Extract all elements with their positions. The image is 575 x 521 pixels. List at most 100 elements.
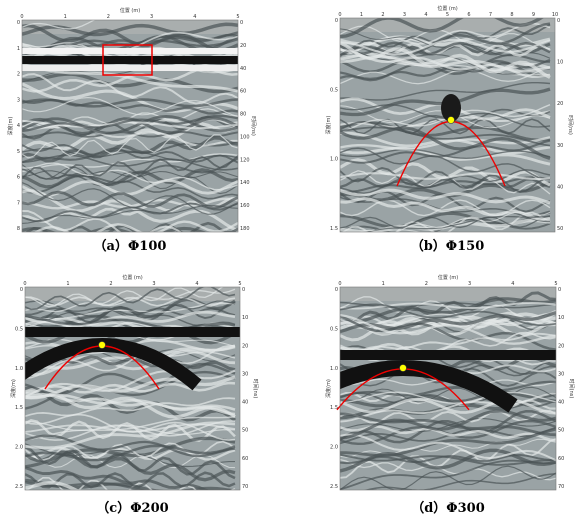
x-tick-label: 1 xyxy=(360,12,363,18)
reflection-stripe xyxy=(340,412,556,437)
reflection-stripe xyxy=(25,287,236,311)
y2-tick-label: 10 xyxy=(557,60,563,66)
panel-frame xyxy=(21,19,239,233)
y-tick-label: 7 xyxy=(17,200,20,206)
reflection-stripe xyxy=(25,314,236,330)
reflection-stripe xyxy=(340,167,551,193)
reflection-stripe xyxy=(25,375,236,400)
x-tick-label: 2 xyxy=(109,281,112,287)
y2-tick-label: 0 xyxy=(557,18,560,24)
x-tick-label: 4 xyxy=(195,281,198,287)
reflection-stripe xyxy=(25,393,236,411)
reflection-stripe xyxy=(340,121,551,142)
reflection-stripe xyxy=(340,126,551,147)
apex-marker xyxy=(447,116,455,124)
reflection-stripe xyxy=(25,288,236,313)
apex-marker xyxy=(399,364,407,372)
x-tick-label: 0 xyxy=(23,281,26,287)
panel-caption: （a）Φ100 xyxy=(94,238,167,254)
y2-tick-label: 30 xyxy=(557,143,563,149)
reflection-stripe xyxy=(22,131,238,138)
x-tick-label: 0 xyxy=(20,14,23,20)
reflection-stripe xyxy=(25,415,236,441)
reflection-stripe xyxy=(25,344,236,379)
x-tick-label: 1 xyxy=(64,14,67,20)
reflection-stripe xyxy=(340,199,551,217)
reflection-stripe xyxy=(22,97,238,118)
reflection-stripe xyxy=(340,302,556,310)
y-tick-label: 0.5 xyxy=(15,326,23,332)
reflection-stripe xyxy=(340,332,556,354)
x-tick-label: 2 xyxy=(425,281,428,287)
reflection-stripe xyxy=(340,54,551,73)
reflection-stripe xyxy=(340,25,551,50)
y-tick-label: 5 xyxy=(17,149,20,155)
radargram xyxy=(25,287,240,490)
y2-tick-label: 60 xyxy=(240,89,246,95)
reflection-stripe xyxy=(25,287,224,308)
y-axis-label: 深度(m) xyxy=(325,379,332,398)
y2-tick-label: 10 xyxy=(558,315,564,321)
reflection-stripe xyxy=(340,178,551,189)
reflection-stripe xyxy=(22,20,96,30)
y2-tick-label: 40 xyxy=(558,400,564,406)
reflection-stripe xyxy=(340,41,551,56)
x-tick-label: 3 xyxy=(403,12,406,18)
x-tick-label: 4 xyxy=(424,12,427,18)
y2-tick-label: 70 xyxy=(242,484,248,490)
reflection-stripe xyxy=(340,131,551,155)
reflection-stripe xyxy=(340,188,551,205)
reflection-stripe xyxy=(340,409,556,440)
reflection-stripe xyxy=(22,201,238,223)
y2-tick-label: 100 xyxy=(240,134,250,140)
reflection-stripe xyxy=(340,433,556,462)
reflection-stripe xyxy=(22,143,238,164)
reflection-stripe xyxy=(25,420,236,436)
reflection-stripe xyxy=(340,139,551,164)
reflection-stripe xyxy=(340,397,556,415)
y-tick-label: 2.5 xyxy=(15,484,23,490)
y2-axis-label: 时间(ns) xyxy=(567,115,574,135)
reflection-stripe xyxy=(25,397,236,418)
panel-caption: （d）Φ300 xyxy=(411,500,485,516)
reflection-stripe xyxy=(25,440,236,461)
x-tick-label: 9 xyxy=(532,12,535,18)
y2-tick-label: 60 xyxy=(558,456,564,462)
reflection-stripe xyxy=(22,136,238,163)
y-tick-label: 1.0 xyxy=(330,366,338,372)
reflection-stripe xyxy=(22,62,238,93)
reflection-stripe xyxy=(25,420,236,441)
y-tick-label: 1.0 xyxy=(15,366,23,372)
y2-tick-label: 160 xyxy=(240,203,250,209)
reflection-stripe xyxy=(25,296,236,307)
y-tick-label: 8 xyxy=(17,226,20,232)
y2-tick-label: 30 xyxy=(558,371,564,377)
panel-frame xyxy=(339,17,556,233)
y-tick-label: 3 xyxy=(17,97,20,103)
reflection-stripe xyxy=(340,216,551,229)
y-tick-label: 0 xyxy=(335,287,338,293)
panel-caption: （b）Φ150 xyxy=(411,238,485,254)
y2-tick-label: 20 xyxy=(558,343,564,349)
reflection-stripe xyxy=(22,162,238,191)
y-tick-label: 4 xyxy=(17,123,20,129)
x-tick-label: 4 xyxy=(511,281,514,287)
radargram xyxy=(22,20,238,232)
x-tick-label: 8 xyxy=(510,12,513,18)
y-tick-label: 1.5 xyxy=(330,226,338,232)
x-tick-label: 2 xyxy=(107,14,110,20)
y2-tick-label: 20 xyxy=(242,343,248,349)
x-tick-label: 3 xyxy=(152,281,155,287)
apex-marker xyxy=(98,341,106,349)
x-tick-label: 4 xyxy=(193,14,196,20)
y-tick-label: 2.5 xyxy=(330,484,338,490)
radargram xyxy=(340,287,556,490)
y2-tick-label: 40 xyxy=(557,184,563,190)
y-tick-label: 6 xyxy=(17,175,20,181)
reflection-stripe xyxy=(25,349,236,377)
x-tick-label: 10 xyxy=(552,12,558,18)
y2-axis-label: 时间(ns) xyxy=(250,116,257,136)
reflection-stripe xyxy=(22,115,238,135)
y-tick-label: 0.5 xyxy=(330,326,338,332)
x-tick-label: 5 xyxy=(236,14,239,20)
